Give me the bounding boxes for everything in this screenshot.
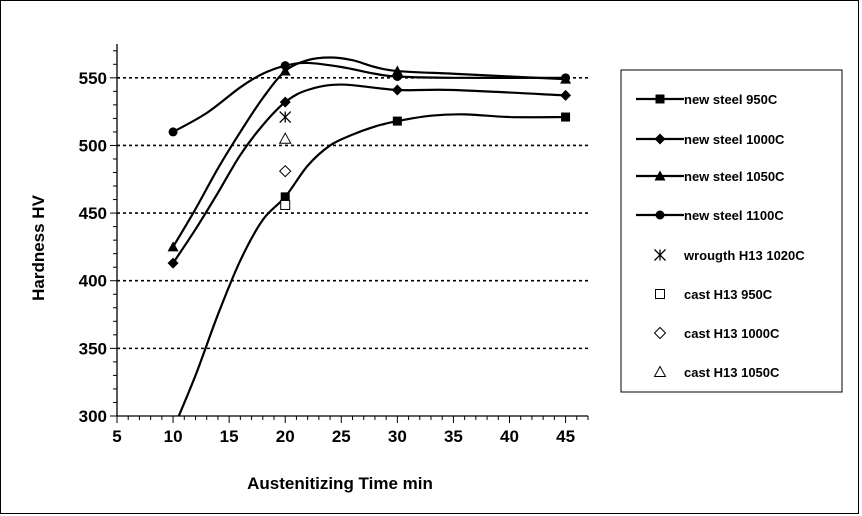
circle-marker: [561, 73, 571, 83]
x-tick-label-20: 20: [276, 427, 295, 446]
circle-marker: [168, 127, 178, 137]
data-point-new-steel-1100c: [392, 71, 402, 81]
square-marker: [280, 192, 290, 202]
legend: new steel 950C new steel 1000C new steel 1…: [620, 69, 843, 393]
series-new-steel-1100c: [168, 61, 571, 137]
x-tick-label-10: 10: [164, 427, 183, 446]
y-tick-label-500: 500: [79, 136, 107, 155]
circle-marker: [392, 71, 402, 81]
series-new-steel-950c: [177, 112, 571, 416]
circle-marker: [280, 61, 290, 71]
data-point-new-steel-1000c: [167, 257, 179, 269]
diamond-marker: [167, 257, 179, 269]
legend-marker: [654, 170, 666, 181]
legend-label: new steel 950C: [684, 92, 778, 107]
data-point-new-steel-1100c: [280, 61, 290, 71]
legend-item-new-steel-1100c: new steel 1100C: [636, 208, 784, 223]
data-point-new-steel-1050c: [279, 65, 291, 76]
triangle-open-marker: [278, 132, 292, 144]
legend-label: wrougth H13 1020C: [683, 248, 805, 263]
legend-box: [620, 69, 843, 393]
y-tick-label-450: 450: [79, 204, 107, 223]
data-point-new-steel-1100c: [561, 73, 571, 83]
series-line-new-steel-1050c: [172, 56, 566, 248]
y-tick-label-350: 350: [79, 339, 107, 358]
x-tick-label-40: 40: [500, 427, 519, 446]
legend-marker: [654, 133, 666, 145]
diamond-marker: [560, 89, 572, 101]
legend-label: cast H13 1000C: [684, 326, 780, 341]
data-point-new-steel-1000c: [391, 84, 403, 96]
legend-label: cast H13 1050C: [684, 365, 780, 380]
data-point-new-steel-1000c: [560, 89, 572, 101]
legend-marker: [653, 365, 667, 377]
data-point-cast-h13-950c: [280, 199, 291, 210]
x-tick-label-5: 5: [112, 427, 121, 446]
square-marker: [561, 112, 571, 122]
legend-marker: [655, 94, 665, 104]
x-axis-label: Austenitizing Time min: [247, 474, 433, 493]
circle-marker: [655, 210, 665, 220]
data-point-new-steel-1100c: [168, 127, 178, 137]
x-tick-label-25: 25: [332, 427, 351, 446]
legend-item-new-steel-950c: new steel 950C: [636, 92, 778, 107]
y-axis-label: Hardness HV: [29, 194, 48, 300]
data-point-new-steel-1000c: [279, 96, 291, 108]
square-open-marker: [655, 289, 665, 299]
axes: 300 350 400 450 500 550 5 10 15 20 25 30 35 40 45: [79, 44, 589, 446]
legend-marker: [653, 326, 667, 340]
y-tick-label-550: 550: [79, 69, 107, 88]
plot-area: [167, 56, 572, 416]
series-cast-h13-1050c: [278, 132, 292, 144]
legend-marker: [655, 210, 665, 220]
diamond-marker: [279, 96, 291, 108]
square-marker: [655, 94, 665, 104]
series-new-steel-1000c: [167, 83, 572, 269]
legend-item-cast-h13-1000c: cast H13 1000C: [653, 326, 780, 341]
data-point-cast-h13-1000c: [279, 164, 292, 178]
square-open-marker: [280, 199, 291, 210]
series-line-new-steel-1000c: [172, 83, 566, 264]
series-line-new-steel-1100c: [172, 61, 566, 133]
y-tick-label-300: 300: [79, 407, 107, 426]
data-point-new-steel-950c: [561, 112, 571, 122]
triangle-marker: [279, 65, 291, 76]
series-cast-h13-1000c: [279, 164, 292, 178]
series-line-new-steel-950c: [177, 113, 566, 416]
legend-item-wrougth-h13-1020c: wrougth H13 1020C: [654, 248, 805, 263]
data-point-wrougth-h13-1020c: [279, 111, 292, 124]
x-tick-label-30: 30: [388, 427, 407, 446]
legend-item-new-steel-1050c: new steel 1050C: [636, 169, 785, 184]
x-tick-label-15: 15: [220, 427, 239, 446]
data-point-new-steel-950c: [280, 192, 290, 202]
data-point-cast-h13-1050c: [278, 132, 292, 144]
diamond-open-marker: [653, 326, 667, 340]
triangle-marker: [167, 241, 179, 252]
grid-lines: [117, 77, 588, 350]
triangle-open-marker: [653, 365, 667, 377]
legend-item-cast-h13-1050c: cast H13 1050C: [653, 365, 780, 380]
x-tick-label-35: 35: [444, 427, 463, 446]
legend-item-new-steel-1000c: new steel 1000C: [636, 132, 785, 147]
series-wrougth-h13-1020c: [279, 111, 292, 124]
legend-label: new steel 1000C: [684, 132, 785, 147]
y-tick-label-400: 400: [79, 272, 107, 291]
legend-label: new steel 1050C: [684, 169, 785, 184]
diamond-marker: [654, 133, 666, 145]
legend-item-cast-h13-950c: cast H13 950C: [655, 287, 773, 302]
data-point-new-steel-950c: [392, 116, 402, 126]
triangle-marker: [654, 170, 666, 181]
series-cast-h13-950c: [280, 199, 291, 210]
data-point-new-steel-1050c: [167, 241, 179, 252]
legend-label: new steel 1100C: [684, 208, 784, 223]
diamond-marker: [391, 84, 403, 96]
legend-marker: [654, 249, 666, 261]
x-tick-label-45: 45: [556, 427, 575, 446]
legend-label: cast H13 950C: [684, 287, 773, 302]
diamond-open-marker: [279, 164, 292, 178]
legend-marker: [655, 289, 665, 299]
square-marker: [392, 116, 402, 126]
